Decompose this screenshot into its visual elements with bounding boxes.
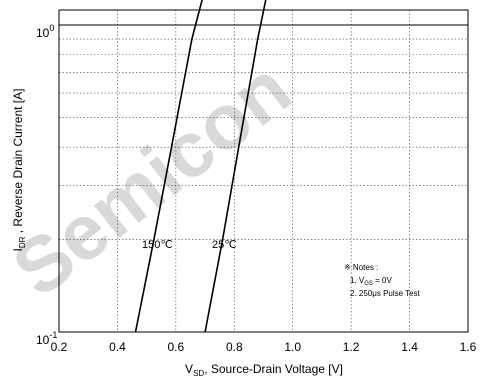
x-tick-label: 1.6 xyxy=(460,340,477,354)
y-tick-labels: 10-1 100 xyxy=(36,23,57,347)
x-tick-label: 0.6 xyxy=(168,340,185,354)
y-tick-label: 100 xyxy=(36,23,54,40)
x-tick-label: 1.4 xyxy=(401,340,418,354)
curve-labels: 150℃ 25℃ xyxy=(142,239,237,251)
x-tick-label: 1.0 xyxy=(284,340,301,354)
y-tick-label: 10-1 xyxy=(36,330,57,347)
x-tick-labels: 0.2 0.4 0.6 0.8 1.0 1.2 1.4 1.6 xyxy=(51,340,477,354)
series-line-0 xyxy=(134,0,203,333)
data-curves xyxy=(134,0,267,333)
notes-title: ※ Notes : xyxy=(344,263,378,272)
x-tick-label: 0.4 xyxy=(109,340,126,354)
label-150c: 150℃ xyxy=(142,239,173,251)
notes-box: ※ Notes : 1. VGS = 0V 2. 250μs Pulse Tes… xyxy=(344,263,421,298)
notes-line-1: 1. VGS = 0V xyxy=(350,276,392,287)
x-tick-label: 0.8 xyxy=(226,340,243,354)
series-line-1 xyxy=(204,0,267,333)
y-axis-title: IDR , Reverse Drain Current [A] xyxy=(11,89,27,252)
label-25c: 25℃ xyxy=(212,239,237,251)
notes-line-2: 2. 250μs Pulse Test xyxy=(350,289,421,298)
x-tick-label: 0.2 xyxy=(51,340,68,354)
grid-lines xyxy=(59,10,468,332)
plot-frame xyxy=(58,9,469,333)
x-tick-label: 1.2 xyxy=(343,340,360,354)
x-axis-title: VSD, Source-Drain Voltage [V] xyxy=(185,362,343,378)
watermark-text: Semicon xyxy=(0,44,307,314)
